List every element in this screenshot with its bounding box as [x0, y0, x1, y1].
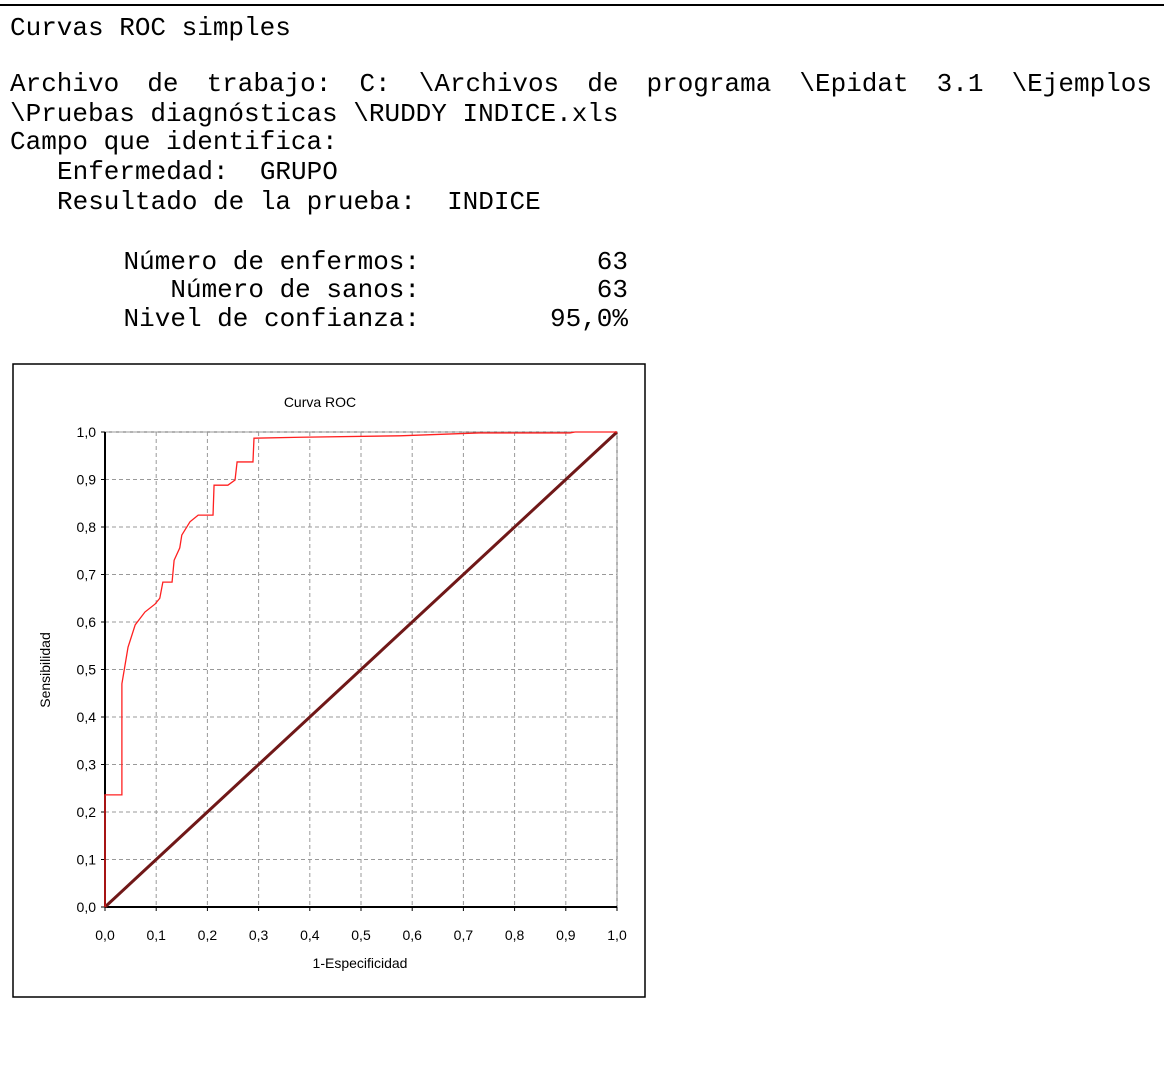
x-tick-label: 1,0	[607, 927, 627, 943]
y-axis-label: Sensibilidad	[37, 632, 53, 708]
fields-heading: Campo que identifica:	[10, 127, 338, 157]
y-tick-label: 0,9	[77, 472, 97, 488]
file-line: Archivo de trabajo: C: \Archivos de prog…	[10, 69, 1152, 99]
stat-value: 63	[596, 247, 628, 277]
stat-label: Nivel de confianza:	[123, 304, 420, 334]
top-rule	[0, 4, 1164, 6]
x-axis-label: 1-Especificidad	[313, 955, 408, 971]
x-tick-label: 0,5	[351, 927, 371, 943]
x-tick-label: 0,9	[556, 927, 576, 943]
field: Resultado de la prueba: INDICE	[57, 187, 541, 217]
x-tick-label: 0,7	[454, 927, 474, 943]
x-tick-label: 0,2	[198, 927, 218, 943]
x-tick-label: 0,6	[402, 927, 422, 943]
y-tick-label: 0,8	[77, 519, 97, 535]
x-tick-label: 0,0	[95, 927, 115, 943]
stat-value: 63	[596, 275, 628, 305]
chart-frame	[12, 363, 646, 998]
y-tick-label: 0,3	[77, 757, 97, 773]
y-tick-label: 0,5	[77, 662, 97, 678]
y-tick-label: 0,6	[77, 614, 97, 630]
chart: Curva ROC 1-Especificidad Sensibilidad 0…	[12, 363, 646, 998]
stat-label: Número de sanos:	[170, 275, 420, 305]
y-tick-label: 0,2	[77, 804, 97, 820]
file-line: \Pruebas diagnósticas \RUDDY INDICE.xls	[10, 99, 619, 129]
roc-line	[104, 431, 617, 907]
stat-label: Número de enfermos:	[123, 247, 420, 277]
y-tick-label: 0,0	[77, 899, 97, 915]
y-tick-label: 0,1	[77, 852, 97, 868]
x-tick-label: 0,8	[505, 927, 525, 943]
chart-title: Curva ROC	[284, 394, 356, 410]
y-tick-label: 0,7	[77, 567, 97, 583]
doc-title: Curvas ROC simples	[10, 13, 291, 43]
stat-value: 95,0%	[549, 304, 628, 334]
x-tick-label: 0,4	[300, 927, 320, 943]
y-tick-label: 0,4	[77, 709, 97, 725]
x-tick-label: 0,3	[249, 927, 269, 943]
field: Enfermedad: GRUPO	[57, 157, 338, 187]
roc-line	[103, 430, 619, 909]
y-tick-label: 1,0	[77, 424, 97, 440]
x-tick-label: 0,1	[146, 927, 166, 943]
